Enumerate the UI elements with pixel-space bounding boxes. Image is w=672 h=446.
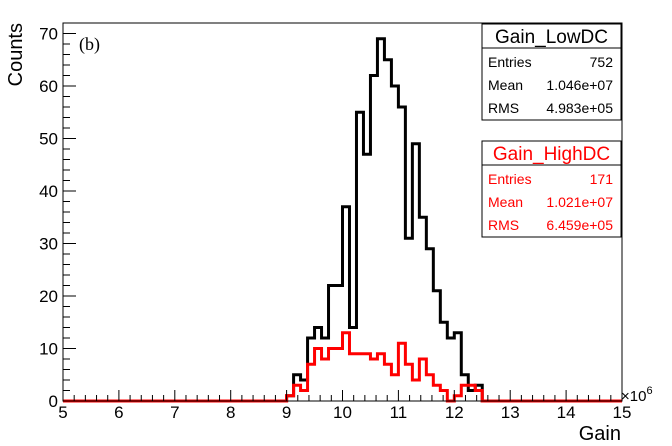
histogram-bin: [329, 349, 336, 402]
histogram-bin: [454, 396, 461, 401]
y-tick-label: 60: [39, 77, 58, 96]
stat-row-value: 6.459e+05: [546, 217, 613, 233]
y-tick-label: 10: [39, 340, 58, 359]
histogram-bin: [377, 39, 384, 401]
stat-box-frame: [481, 23, 622, 121]
x-tick-label: 11: [390, 403, 408, 422]
x-tick-label: 15: [613, 403, 632, 422]
histogram-bin: [349, 354, 356, 401]
stat-row-value: 4.983e+05: [546, 100, 613, 116]
x-axis-title: Gain: [579, 423, 621, 445]
histogram-bin: [370, 359, 377, 401]
histogram-bin: [363, 354, 370, 401]
histogram-bin: [440, 391, 447, 402]
histogram-bin: [370, 76, 377, 402]
histogram-bin: [412, 380, 419, 401]
histogram-bin: [294, 385, 301, 401]
histogram-bin: [384, 364, 391, 401]
x-tick-label: 8: [226, 403, 235, 422]
stat-box-title: Gain_LowDC: [495, 27, 608, 48]
x-tick-label: 14: [557, 403, 576, 422]
x-tick-label: 5: [58, 403, 67, 422]
histogram-bin: [391, 375, 398, 401]
stat-row-value: 752: [590, 54, 614, 70]
stat-box-title: Gain_HighDC: [493, 144, 610, 165]
x-axis-exponent-base: ×10: [621, 388, 646, 405]
histogram-bin: [356, 354, 363, 401]
stat-row-label: RMS: [488, 100, 519, 116]
histogram-bin: [398, 343, 405, 401]
stat-boxes: Gain_LowDC Entries 752 Mean 1.046e+07 RMS 4.98…: [481, 23, 622, 238]
histogram-bin: [405, 364, 412, 401]
stat-row-value: 1.021e+07: [546, 194, 613, 210]
stat-row-label: RMS: [488, 217, 519, 233]
y-tick-label: 70: [39, 25, 58, 44]
y-axis-title: Counts: [5, 23, 27, 86]
x-tick-label: 6: [114, 403, 123, 422]
y-tick-label: 0: [49, 392, 58, 411]
histogram-bin: [384, 60, 391, 401]
stat-row-label: Mean: [488, 194, 523, 210]
x-axis-exponent-power: 6: [646, 385, 652, 397]
y-tick-label: 40: [39, 182, 58, 201]
x-tick-label: 9: [282, 403, 291, 422]
histogram-bin: [419, 359, 426, 401]
histogram-bin: [315, 349, 322, 402]
stat-row-label: Mean: [488, 77, 523, 93]
x-tick-label: 10: [333, 403, 352, 422]
x-axis-exponent: ×106: [621, 385, 653, 405]
x-tick-label: 12: [445, 403, 464, 422]
stat-box-frame: [481, 140, 622, 238]
stat-row-label: Entries: [488, 171, 532, 187]
panel-label: (b): [79, 34, 100, 55]
stat-box-gain-lowdc: Gain_LowDC Entries 752 Mean 1.046e+07 RMS 4.98…: [481, 23, 622, 121]
stat-box-gain-highdc: Gain_HighDC Entries 171 Mean 1.021e+07 RMS 6.4…: [481, 140, 622, 238]
histogram-bin: [461, 385, 468, 401]
histogram-bin: [322, 359, 329, 401]
axis-layer: 5 6 7 8 9 10 11 12 13 14 15 0 10 20 30 40 50 60 70: [39, 22, 632, 422]
histogram-bin: [468, 385, 475, 401]
stat-row-value: 171: [590, 171, 614, 187]
y-tick-label: 50: [39, 130, 58, 149]
histogram-bin: [301, 391, 308, 402]
stat-row-label: Entries: [488, 54, 532, 70]
histogram-bin: [377, 354, 384, 401]
histogram-bin: [287, 396, 294, 401]
y-tick-label: 30: [39, 235, 58, 254]
x-tick-label: 13: [501, 403, 520, 422]
histogram-bin: [433, 385, 440, 401]
histogram-series-gain-lowdc: [63, 37, 622, 403]
y-tick-label: 20: [39, 287, 58, 306]
x-tick-label: 7: [170, 403, 179, 422]
histogram-bin: [343, 333, 350, 401]
stat-row-value: 1.046e+07: [546, 77, 613, 93]
histogram-bin: [336, 349, 343, 402]
